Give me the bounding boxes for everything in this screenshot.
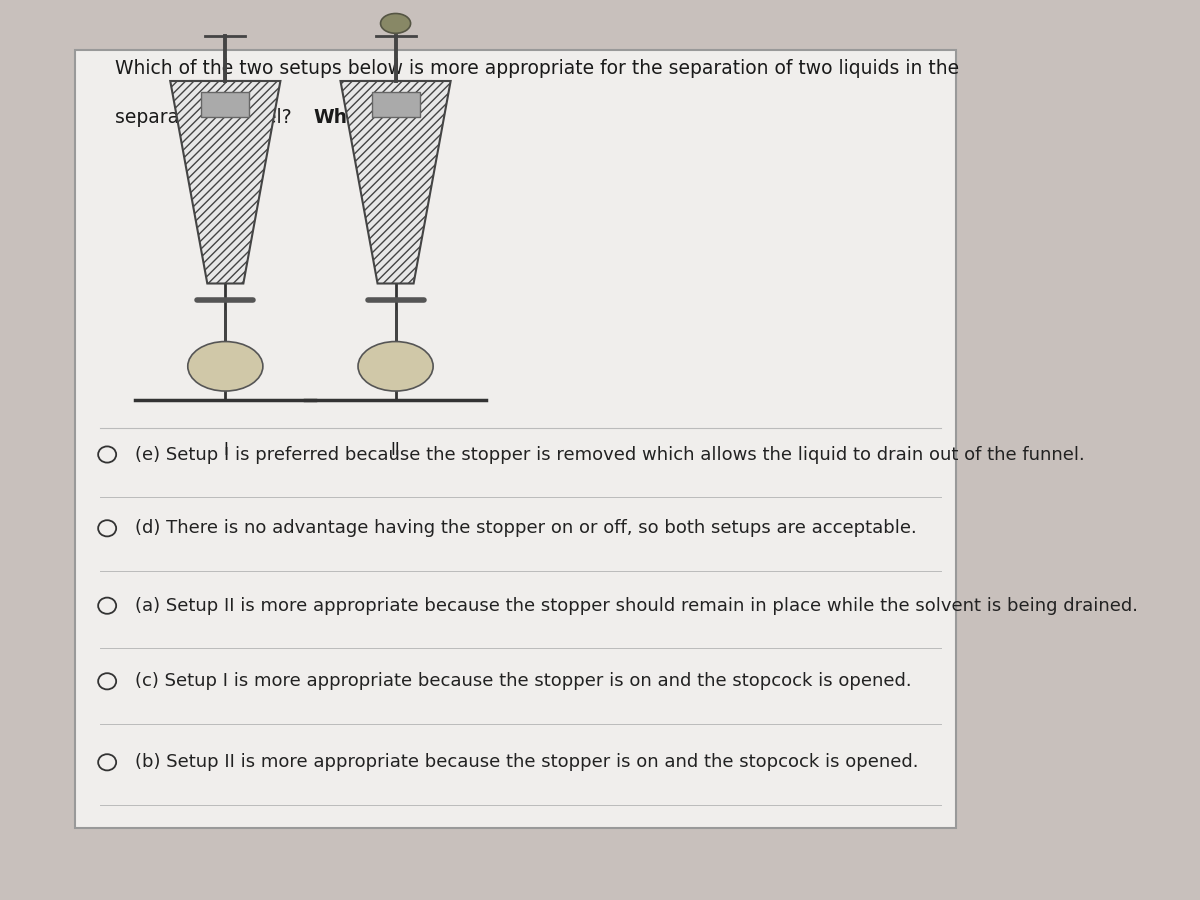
Text: (d) There is no advantage having the stopper on or off, so both setups are accep: (d) There is no advantage having the sto…	[136, 519, 917, 537]
Text: Which of the two setups below is more appropriate for the separation of two liqu: Which of the two setups below is more ap…	[115, 58, 959, 77]
Ellipse shape	[380, 14, 410, 33]
Text: I: I	[223, 441, 228, 459]
Ellipse shape	[187, 341, 263, 391]
Text: (b) Setup II is more appropriate because the stopper is on and the stopcock is o: (b) Setup II is more appropriate because…	[136, 753, 919, 771]
Text: II: II	[391, 441, 401, 459]
Polygon shape	[341, 81, 451, 284]
Text: (e) Setup I is preferred because the stopper is removed which allows the liquid : (e) Setup I is preferred because the sto…	[136, 446, 1085, 464]
Text: Why?: Why?	[313, 108, 371, 127]
Bar	[202, 92, 250, 117]
Ellipse shape	[358, 341, 433, 391]
Text: (a) Setup II is more appropriate because the stopper should remain in place whil: (a) Setup II is more appropriate because…	[136, 597, 1138, 615]
Text: separatory funnel?: separatory funnel?	[115, 108, 298, 127]
Polygon shape	[170, 81, 281, 284]
Bar	[372, 92, 420, 117]
Text: (c) Setup I is more appropriate because the stopper is on and the stopcock is op: (c) Setup I is more appropriate because …	[136, 672, 912, 690]
FancyBboxPatch shape	[76, 50, 956, 828]
